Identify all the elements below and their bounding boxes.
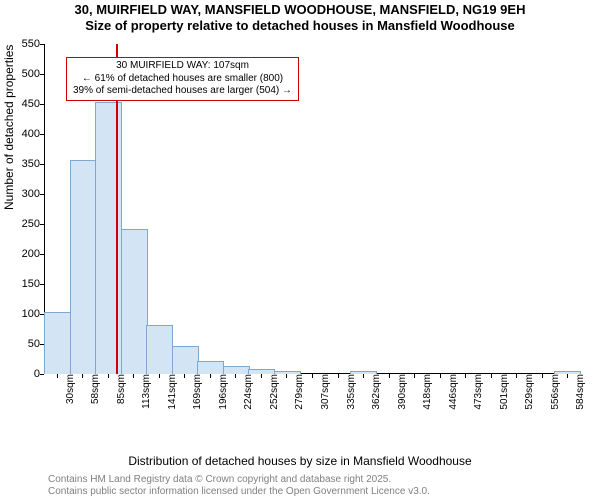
x-tick-label: 418sqm [418,374,433,410]
histogram-bar [121,229,148,374]
x-tick-label: 252sqm [265,374,280,410]
annotation-line-1: 30 MUIRFIELD WAY: 107sqm [73,60,292,73]
x-tick-label: 390sqm [393,374,408,410]
x-tick-label: 501sqm [495,374,510,410]
annotation-box: 30 MUIRFIELD WAY: 107sqm← 61% of detache… [66,57,299,101]
x-tick-label: 224sqm [239,374,254,410]
histogram-bar [197,361,224,374]
x-axis-label: Distribution of detached houses by size … [0,454,600,468]
annotation-line-3: 39% of semi-detached houses are larger (… [73,85,292,98]
y-tick-label: 200 [22,248,40,260]
y-tick-label: 350 [22,158,40,170]
histogram-bar [44,312,71,374]
histogram-bar [70,160,97,374]
y-tick-label: 150 [22,278,40,290]
x-tick-label: 196sqm [214,374,229,410]
y-tick-label: 50 [28,338,40,350]
y-tick-label: 500 [22,68,40,80]
histogram-bar [223,366,250,374]
x-tick-label: 85sqm [112,374,127,404]
footnote-line-2: Contains public sector information licen… [48,486,430,498]
x-tick-label: 335sqm [342,374,357,410]
x-tick-label: 446sqm [444,374,459,410]
y-tick-label: 100 [22,308,40,320]
annotation-line-2: ← 61% of detached houses are smaller (80… [73,73,292,86]
histogram-bar [172,346,199,374]
histogram-bar [95,102,122,374]
title-line-2: Size of property relative to detached ho… [0,18,600,34]
x-tick-label: 113sqm [137,374,152,409]
plot-region: 05010015020025030035040045050055030sqm58… [44,44,580,374]
y-tick-label: 400 [22,128,40,140]
y-tick-label: 550 [22,38,40,50]
x-tick-label: 58sqm [86,374,101,404]
x-tick-label: 362sqm [367,374,382,410]
x-tick-label: 556sqm [546,374,561,410]
footnote: Contains HM Land Registry data © Crown c… [48,474,430,498]
x-tick-label: 30sqm [61,374,76,404]
chart-area: 05010015020025030035040045050055030sqm58… [44,44,590,420]
footnote-line-1: Contains HM Land Registry data © Crown c… [48,474,430,486]
y-tick-label: 300 [22,188,40,200]
x-tick-label: 529sqm [520,374,535,410]
x-tick-label: 279sqm [290,374,305,410]
x-tick-label: 473sqm [469,374,484,410]
histogram-bar [146,325,173,374]
title-line-1: 30, MUIRFIELD WAY, MANSFIELD WOODHOUSE, … [0,2,600,18]
x-tick-label: 584sqm [571,374,586,410]
x-tick-label: 141sqm [163,374,178,410]
x-tick-label: 169sqm [188,374,203,410]
x-tick-label: 307sqm [316,374,331,410]
y-tick-label: 450 [22,98,40,110]
y-tick-label: 250 [22,218,40,230]
y-axis-label: Number of detached properties [2,45,16,210]
